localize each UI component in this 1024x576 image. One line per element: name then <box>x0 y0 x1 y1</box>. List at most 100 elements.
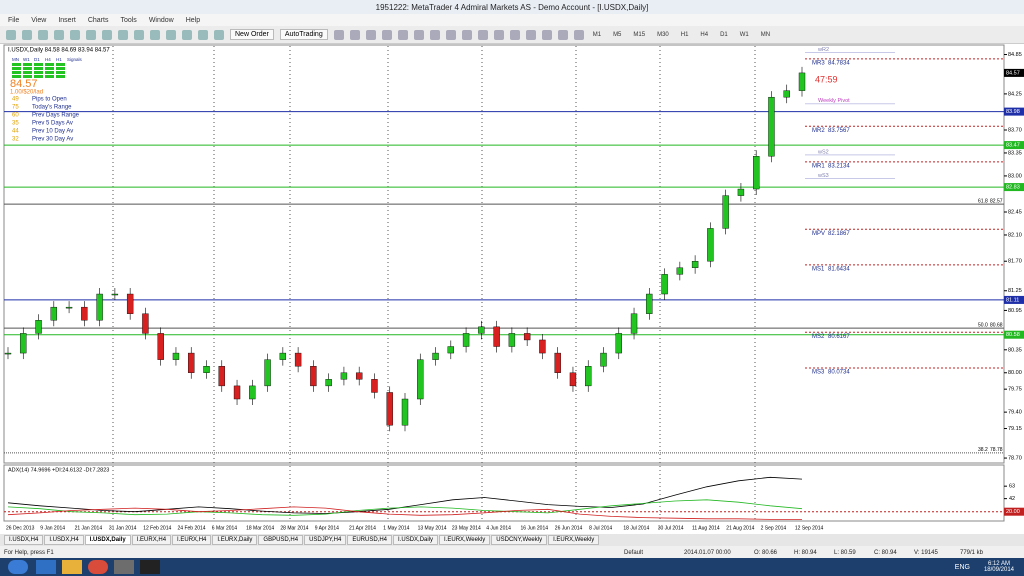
toolbar-icon[interactable] <box>6 29 16 40</box>
weekly-label: Weekly Pivot <box>818 98 850 104</box>
signal-header: H4 <box>45 57 51 62</box>
price-label-bg <box>1004 68 1024 77</box>
toolbar-icon[interactable] <box>461 29 472 40</box>
toolbar-icon[interactable] <box>118 29 128 40</box>
start-button[interactable] <box>8 560 28 574</box>
menu-item[interactable]: Charts <box>87 16 109 24</box>
stat-label: Prev 5 Days Av <box>32 121 73 127</box>
menu-item[interactable]: Tools <box>120 16 137 24</box>
timeframe-button[interactable]: M30 <box>657 31 669 38</box>
chrome-icon[interactable] <box>88 560 108 574</box>
timeframe-button[interactable]: D1 <box>720 31 728 38</box>
toolbar-icon[interactable] <box>333 29 344 40</box>
clock-time: 6:12 AM <box>987 561 1010 567</box>
app-icon[interactable] <box>114 560 134 574</box>
toolbar-icon[interactable] <box>102 29 112 40</box>
toolbar-icon[interactable] <box>22 29 32 40</box>
mt4-icon[interactable] <box>140 560 160 574</box>
toolbar-icon[interactable] <box>86 29 96 40</box>
toolbar-icon[interactable] <box>54 29 64 40</box>
toolbar-icon[interactable] <box>397 29 408 40</box>
toolbar-button[interactable]: New Order <box>230 29 274 40</box>
signal-cell <box>34 71 43 74</box>
toolbar-icon[interactable] <box>525 29 536 40</box>
chart-tab[interactable]: EURUSD,H4 <box>347 535 393 545</box>
menu-item[interactable]: Help <box>185 16 201 24</box>
adx-tick-label: 63 <box>1009 484 1015 490</box>
toolbar-icon[interactable] <box>38 29 48 40</box>
chart-tab[interactable]: I.EURX,Weekly <box>439 535 491 545</box>
toolbar-icon[interactable] <box>541 29 552 40</box>
chart-tab[interactable]: I.EURX,Weekly <box>548 535 600 545</box>
signal-cell <box>23 63 32 66</box>
timeframe-button[interactable]: H1 <box>680 31 689 38</box>
chart-tab[interactable]: I.USDX,H4 <box>4 535 44 545</box>
price-label: 82.83 <box>1006 185 1020 191</box>
signal-cell <box>34 67 43 70</box>
timeframe-button[interactable]: M15 <box>633 31 646 38</box>
toolbar-icon[interactable] <box>214 29 224 40</box>
candle <box>539 339 546 354</box>
chart-tab[interactable]: I.EURX,H4 <box>172 535 212 545</box>
menu-bar: File View Insert Charts Tools Window Help <box>0 14 1024 26</box>
candle <box>768 96 775 157</box>
stat-label: Prev Days Range <box>32 113 80 119</box>
toolbar-icon[interactable] <box>493 29 504 40</box>
toolbar-icon[interactable] <box>413 29 424 40</box>
menu-item[interactable]: File <box>8 16 20 24</box>
toolbar-icon[interactable] <box>509 29 520 40</box>
pivot-name: MPV <box>812 231 825 237</box>
ohlcv: L: 80.59 <box>834 549 856 556</box>
adx-level-label: 20.00 <box>1006 509 1020 515</box>
chart-tab[interactable]: GBPUSD,H4 <box>258 535 304 545</box>
toolbar-icon[interactable] <box>365 29 376 40</box>
timeframe-button[interactable]: M1 <box>592 31 602 38</box>
toolbar-icon[interactable] <box>445 29 456 40</box>
chart-tab[interactable]: I.USDX,H4 <box>44 535 84 545</box>
x-tick-label: 8 Jul 2014 <box>589 525 612 531</box>
toolbar-icon[interactable] <box>182 29 192 40</box>
menu-item[interactable]: Window <box>148 16 174 24</box>
toolbar-icon[interactable] <box>429 29 440 40</box>
toolbar-icon[interactable] <box>166 29 176 40</box>
y-tick-label: 80.95 <box>1008 308 1022 314</box>
chart-tab[interactable]: USDCNY,Weekly <box>491 535 548 545</box>
menu-item[interactable]: Insert <box>58 16 76 24</box>
toolbar-icon[interactable] <box>477 29 488 40</box>
toolbar-icon[interactable] <box>70 29 80 40</box>
toolbar-icon[interactable] <box>134 29 144 40</box>
x-tick-label: 12 Sep 2014 <box>795 525 824 531</box>
chart-tab[interactable]: USDJPY,H4 <box>304 535 347 545</box>
countdown: 47:59 <box>815 74 838 84</box>
toolbar-icon[interactable] <box>381 29 392 40</box>
pivot-name: MR2 <box>812 128 825 134</box>
candle <box>203 366 210 373</box>
chart-tab[interactable]: I.EURX,Daily <box>212 535 258 545</box>
timeframe-button[interactable]: W1 <box>739 31 749 38</box>
toolbar-icon[interactable] <box>349 29 360 40</box>
stat-value: 60 <box>12 113 19 119</box>
toolbar-button[interactable]: AutoTrading <box>279 29 328 40</box>
timeframe-button[interactable]: MN <box>760 31 771 38</box>
pivot-name: MS3 <box>812 370 825 376</box>
pivot-value: 81.6434 <box>828 267 850 273</box>
toolbar-icon[interactable] <box>198 29 208 40</box>
weekly-label: wS3 <box>817 173 829 179</box>
adx-line <box>7 476 803 514</box>
pivot-name: MS2 <box>812 334 825 340</box>
toolbar-icon[interactable] <box>557 29 568 40</box>
chart-tab[interactable]: I.EURX,H4 <box>131 535 172 545</box>
toolbar-icon[interactable] <box>150 29 160 40</box>
timeframe-button[interactable]: H4 <box>700 31 709 38</box>
chart-tab[interactable]: I.USDX,Daily <box>393 535 439 545</box>
chart-tab[interactable]: I.USDX,Daily <box>84 535 131 545</box>
explorer-icon[interactable] <box>62 560 82 574</box>
menu-item[interactable]: View <box>31 16 47 24</box>
toolbar-icon[interactable] <box>573 29 584 40</box>
x-tick-label: 4 Jun 2014 <box>486 525 511 531</box>
weekly-label: wR2 <box>817 47 829 53</box>
timeframe-button[interactable]: M5 <box>613 31 622 38</box>
ie-icon[interactable] <box>36 560 56 574</box>
price-label: 84.57 <box>1006 70 1020 76</box>
